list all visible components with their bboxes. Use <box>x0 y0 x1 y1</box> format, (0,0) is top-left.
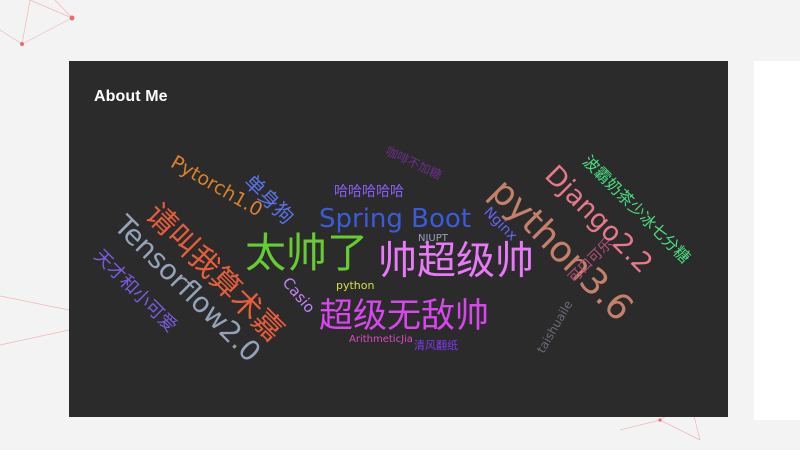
word-cloud: 太帅了 帅超级帅 超级无敌帅 Tensorflow2.0 请叫我算术嘉 pyth… <box>69 61 728 417</box>
word-arithmeticjia: ArithmeticJia <box>349 334 413 345</box>
word-casio: Casio <box>278 273 319 317</box>
word-chaoji-wudi-shuai: 超级无敌帅 <box>319 296 489 336</box>
word-python: python <box>336 279 375 292</box>
word-shuai-chaoji-shuai: 帅超级帅 <box>378 239 535 284</box>
word-njupt: NJUPT <box>418 233 448 244</box>
word-taishuaile-pinyin: taishuaile <box>534 298 576 356</box>
side-panel <box>754 61 800 420</box>
word-taishuaile: 太帅了 <box>245 229 368 277</box>
about-me-card: About Me 太帅了 帅超级帅 超级无敌帅 Tensorflow2.0 请叫… <box>69 61 728 417</box>
word-kafei-bujiatang: 咖啡不加糖 <box>383 144 444 183</box>
word-qingfeng-fanzhi: 清风翻纸 <box>414 339 458 352</box>
word-hahaha: 哈哈哈哈哈 <box>334 184 404 200</box>
word-spring-boot: Spring Boot <box>319 204 472 234</box>
card-title: About Me <box>94 88 168 105</box>
